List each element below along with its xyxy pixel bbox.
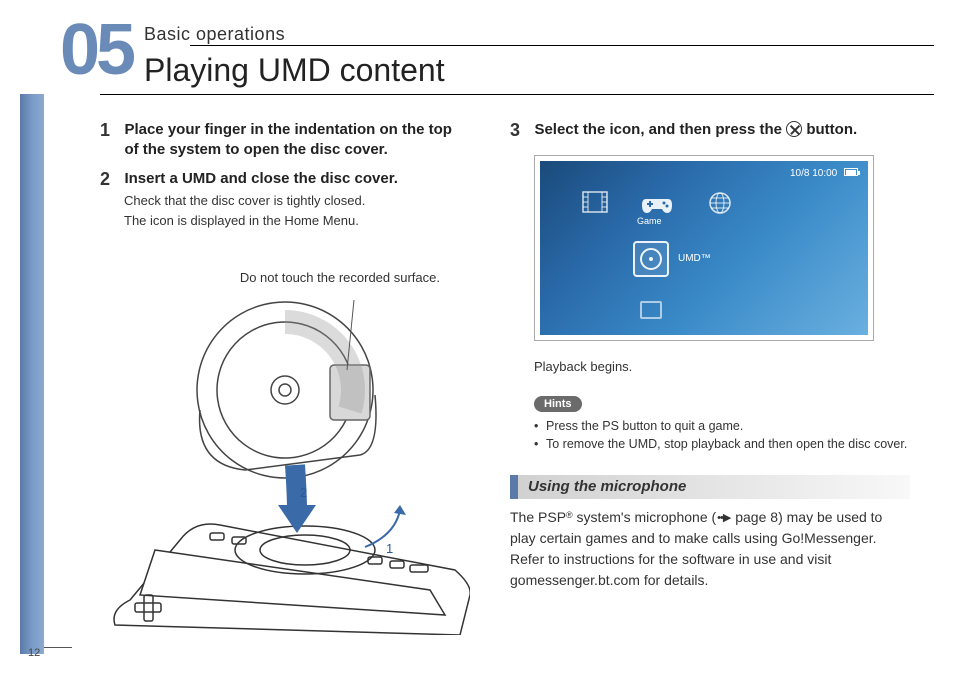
video-icon xyxy=(580,191,610,221)
microphone-heading: Using the microphone xyxy=(528,478,686,495)
section-title: Basic operations xyxy=(144,24,285,45)
hint-item-1: Press the PS button to quit a game. xyxy=(534,418,910,436)
step-2: 2 Insert a UMD and close the disc cover.… xyxy=(100,169,470,230)
step-3: 3 Select the icon, and then press the bu… xyxy=(510,120,910,141)
diagram-label-2: 2 xyxy=(300,485,307,500)
page-number-rule xyxy=(44,647,72,648)
header-rule-top xyxy=(190,45,934,46)
psp-umd-diagram: 1 2 xyxy=(100,295,470,635)
step-1-text: Place your finger in the indentation on … xyxy=(124,120,464,159)
psp-diagram-svg: 1 2 xyxy=(100,295,470,635)
cross-ref-arrow-icon: ••▶ xyxy=(717,510,730,527)
page-title: Playing UMD content xyxy=(144,52,445,89)
hints-badge: Hints xyxy=(534,396,582,412)
step-1-number: 1 xyxy=(100,120,120,141)
network-icon xyxy=(705,191,735,221)
diagram-label-1: 1 xyxy=(386,541,393,556)
step-2-number: 2 xyxy=(100,169,120,190)
step-1: 1 Place your finger in the indentation o… xyxy=(100,120,470,159)
right-column: 3 Select the icon, and then press the bu… xyxy=(510,120,910,591)
diagram-caption: Do not touch the recorded surface. xyxy=(100,270,440,285)
xmb-horizontal-row xyxy=(580,191,840,231)
umd-label: UMD™ xyxy=(678,253,711,264)
step-3-text: Select the icon, and then press the butt… xyxy=(534,120,904,140)
x-button-icon xyxy=(786,121,802,137)
hints-list: Press the PS button to quit a game. To r… xyxy=(534,418,910,453)
step-3-text-before: Select the icon, and then press the xyxy=(534,121,786,138)
step-2-sub2: The icon is displayed in the Home Menu. xyxy=(124,212,470,230)
left-color-sidebar xyxy=(20,94,44,654)
psp-home-screenshot: 10/8 10:00 Game xyxy=(534,155,874,341)
manual-page: 05 Basic operations Playing UMD content … xyxy=(0,0,954,677)
page-number: 12 xyxy=(28,647,40,659)
playback-begins-text: Playback begins. xyxy=(534,359,910,374)
screenshot-datetime: 10/8 10:00 xyxy=(790,168,858,179)
step-2-text: Insert a UMD and close the disc cover. xyxy=(124,169,464,189)
hint-item-2: To remove the UMD, stop playback and the… xyxy=(534,436,910,454)
umd-icon xyxy=(633,241,669,277)
step-2-sub1: Check that the disc cover is tightly clo… xyxy=(124,192,470,210)
mic-page-ref: page 8 xyxy=(731,509,778,525)
header-rule-bottom xyxy=(100,94,934,95)
mic-text-before: The PSP xyxy=(510,509,566,525)
mic-text-mid: system's microphone ( xyxy=(573,509,717,525)
left-column: 1 Place your finger in the indentation o… xyxy=(100,120,470,635)
insert-arrow-icon xyxy=(278,465,316,533)
step-3-text-after: button. xyxy=(802,121,857,138)
xmb-game-label: Game xyxy=(637,216,662,226)
memory-stick-icon xyxy=(640,301,662,319)
step-3-number: 3 xyxy=(510,120,530,141)
registered-mark-icon: ® xyxy=(566,510,573,520)
microphone-paragraph: The PSP® system's microphone (••▶ page 8… xyxy=(510,507,910,591)
screenshot-surface: 10/8 10:00 Game xyxy=(540,161,868,335)
microphone-heading-bar: Using the microphone xyxy=(510,475,910,499)
datetime-text: 10/8 10:00 xyxy=(790,168,837,179)
battery-icon xyxy=(844,168,858,176)
chapter-number: 05 xyxy=(60,9,132,91)
